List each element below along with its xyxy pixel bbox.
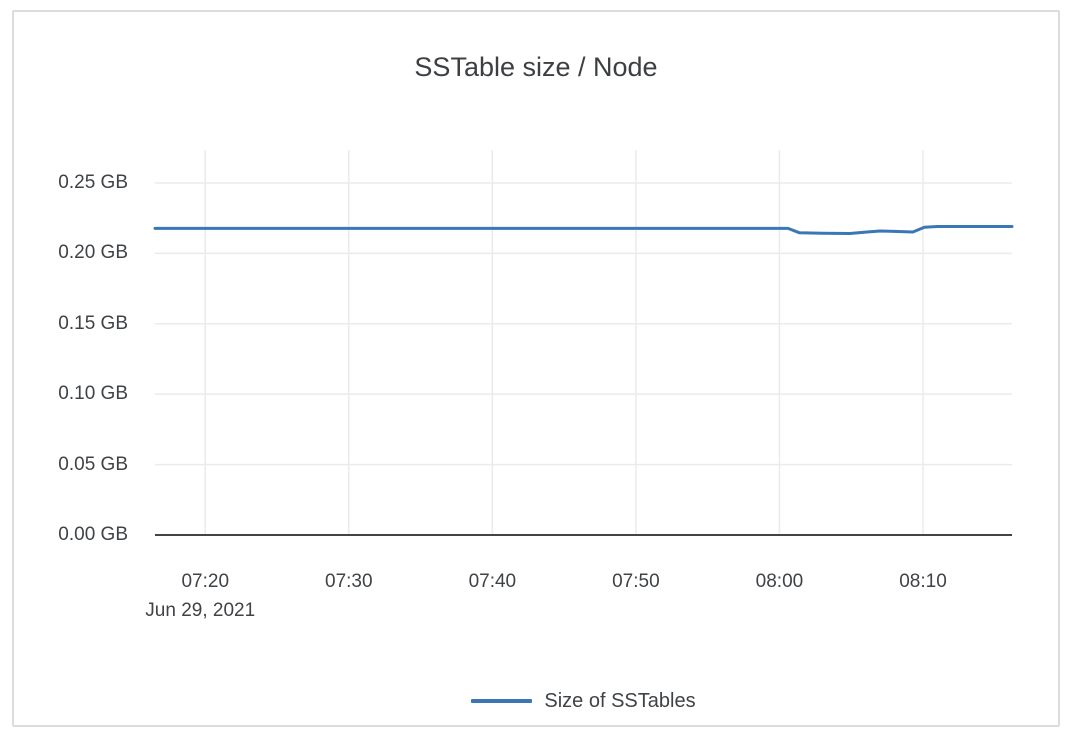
legend: Size of SSTables (155, 688, 1012, 714)
x-tick-label: 08:10 (899, 571, 947, 592)
x-axis-date-label: Jun 29, 2021 (145, 600, 256, 621)
x-tick-label: 07:30 (325, 571, 373, 592)
x-tick-label: 07:50 (612, 571, 660, 592)
chart-title: SSTable size / Node (414, 52, 658, 82)
legend-item-size-of-sstables[interactable]: Size of SSTables (471, 689, 696, 713)
series-line (153, 225, 1014, 235)
legend-label: Size of SSTables (544, 689, 696, 712)
chart-card (12, 10, 1060, 727)
y-tick-label: 0.25 GB (58, 171, 128, 193)
y-tick-label: 0.10 GB (58, 383, 128, 405)
y-tick-label: 0.00 GB (58, 524, 128, 545)
legend-line-sample (471, 699, 533, 703)
x-tick-label: 08:00 (755, 571, 804, 592)
x-tick-label: 07:20 (181, 571, 230, 592)
y-tick-label: 0.20 GB (58, 242, 128, 264)
x-tick-label: 07:40 (468, 571, 517, 592)
y-tick-label: 0.15 GB (58, 312, 128, 334)
y-tick-label: 0.05 GB (58, 453, 128, 475)
